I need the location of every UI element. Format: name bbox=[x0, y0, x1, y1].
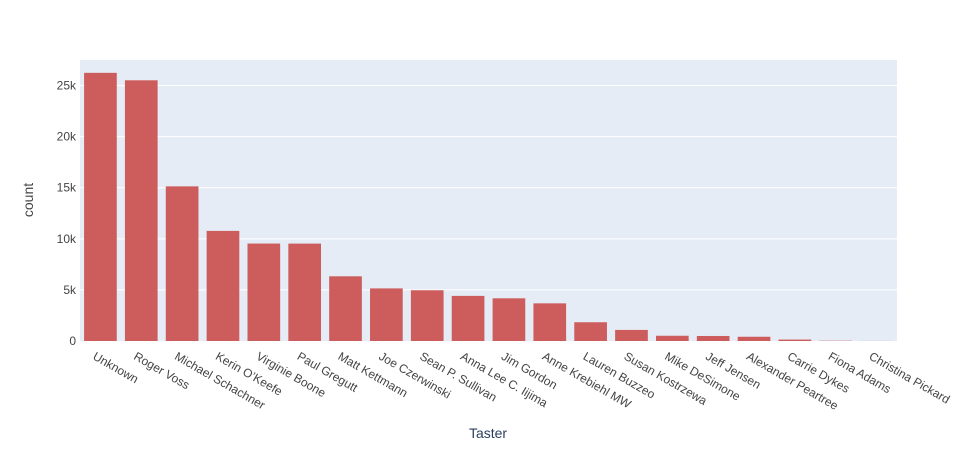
y-axis-ticks: 0 5k 10k 15k 20k 25k bbox=[57, 79, 77, 348]
bar bbox=[370, 288, 403, 341]
y-tick-label: 25k bbox=[57, 79, 77, 93]
bar bbox=[288, 244, 321, 341]
bar bbox=[779, 340, 812, 341]
y-tick-label: 0 bbox=[69, 334, 76, 348]
bar bbox=[493, 298, 526, 341]
bar bbox=[329, 276, 362, 341]
bar bbox=[207, 231, 240, 341]
bar bbox=[411, 290, 444, 341]
y-tick-label: 15k bbox=[57, 181, 77, 195]
y-tick-label: 20k bbox=[57, 130, 77, 144]
bar bbox=[533, 303, 566, 341]
bar bbox=[166, 186, 199, 341]
bar bbox=[697, 336, 730, 341]
x-tick-label: Unknown bbox=[91, 349, 141, 386]
x-axis-label: Taster bbox=[469, 425, 507, 441]
bar bbox=[247, 244, 280, 341]
bar bbox=[738, 337, 771, 341]
y-tick-label: 5k bbox=[63, 283, 77, 297]
bar bbox=[615, 330, 648, 341]
bar bbox=[656, 336, 689, 341]
y-axis-label: count bbox=[20, 183, 36, 217]
bar bbox=[84, 73, 117, 341]
bar bbox=[574, 322, 607, 341]
y-tick-label: 10k bbox=[57, 232, 77, 246]
plot-area bbox=[80, 60, 897, 341]
bar bbox=[125, 80, 158, 341]
bar bbox=[452, 296, 485, 341]
